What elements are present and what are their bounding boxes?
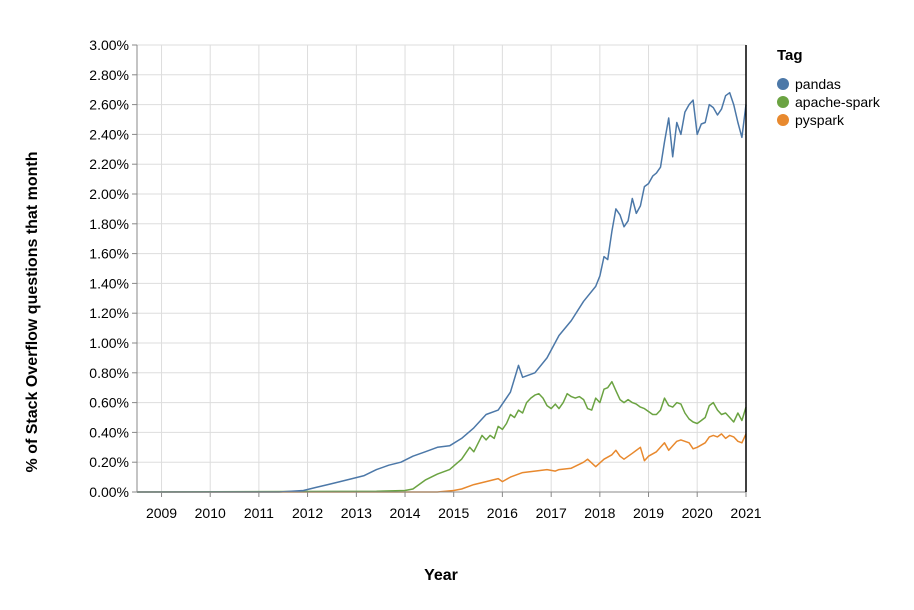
y-tick-label: 1.00% [89,335,129,351]
legend: Tag pandas apache-spark pyspark [777,47,881,128]
x-tick-label: 2013 [341,505,372,521]
x-tick-label: 2017 [536,505,567,521]
legend-symbol-pandas [777,78,789,90]
legend-label-pyspark: pyspark [795,112,845,128]
x-tick-label: 2015 [438,505,469,521]
x-tick-label: 2014 [389,505,420,521]
legend-symbol-pyspark [777,114,789,126]
legend-label-pandas: pandas [795,76,841,92]
legend-symbol-apache-spark [777,96,789,108]
x-tick-label: 2019 [633,505,664,521]
axes: 0.00% 0.20% 0.40% 0.60% 0.80% 1.00% 1.20% 1.40%… [89,37,761,521]
legend-title: Tag [777,47,803,64]
x-tick-label: 2020 [682,505,713,521]
y-tick-label: 2.80% [89,67,129,83]
y-tick-label: 2.60% [89,97,129,113]
y-tick-label: 2.00% [89,186,129,202]
x-tick-label: 2009 [146,505,177,521]
legend-label-apache-spark: apache-spark [795,94,881,110]
y-tick-label: 0.60% [89,395,129,411]
series-line-apache-spark [136,380,747,493]
y-tick-label: 2.20% [89,156,129,172]
y-tick-label: 2.40% [89,126,129,142]
series-lines [136,91,747,493]
y-tick-label: 1.80% [89,216,129,232]
y-tick-label: 0.20% [89,454,129,470]
x-tick-label: 2011 [244,505,274,521]
y-tick-label: 1.40% [89,275,129,291]
x-axis-title: Year [424,567,458,584]
y-axis-title: % of Stack Overflow questions that month [24,152,41,473]
x-tick-label: 2018 [584,505,615,521]
series-line-pyspark [137,433,747,493]
series-line-pandas [137,91,747,493]
y-tick-label: 1.60% [89,246,129,262]
x-tick-label: 2016 [487,505,518,521]
x-tick-label: 2012 [292,505,323,521]
x-tick-label: 2021 [730,505,761,521]
grid [137,44,747,493]
x-tick-label: 2010 [195,505,226,521]
y-tick-label: 0.40% [89,424,129,440]
y-tick-label: 1.20% [89,305,129,321]
y-tick-label: 0.80% [89,365,129,381]
y-tick-label: 0.00% [89,484,129,500]
y-tick-label: 3.00% [89,37,129,53]
